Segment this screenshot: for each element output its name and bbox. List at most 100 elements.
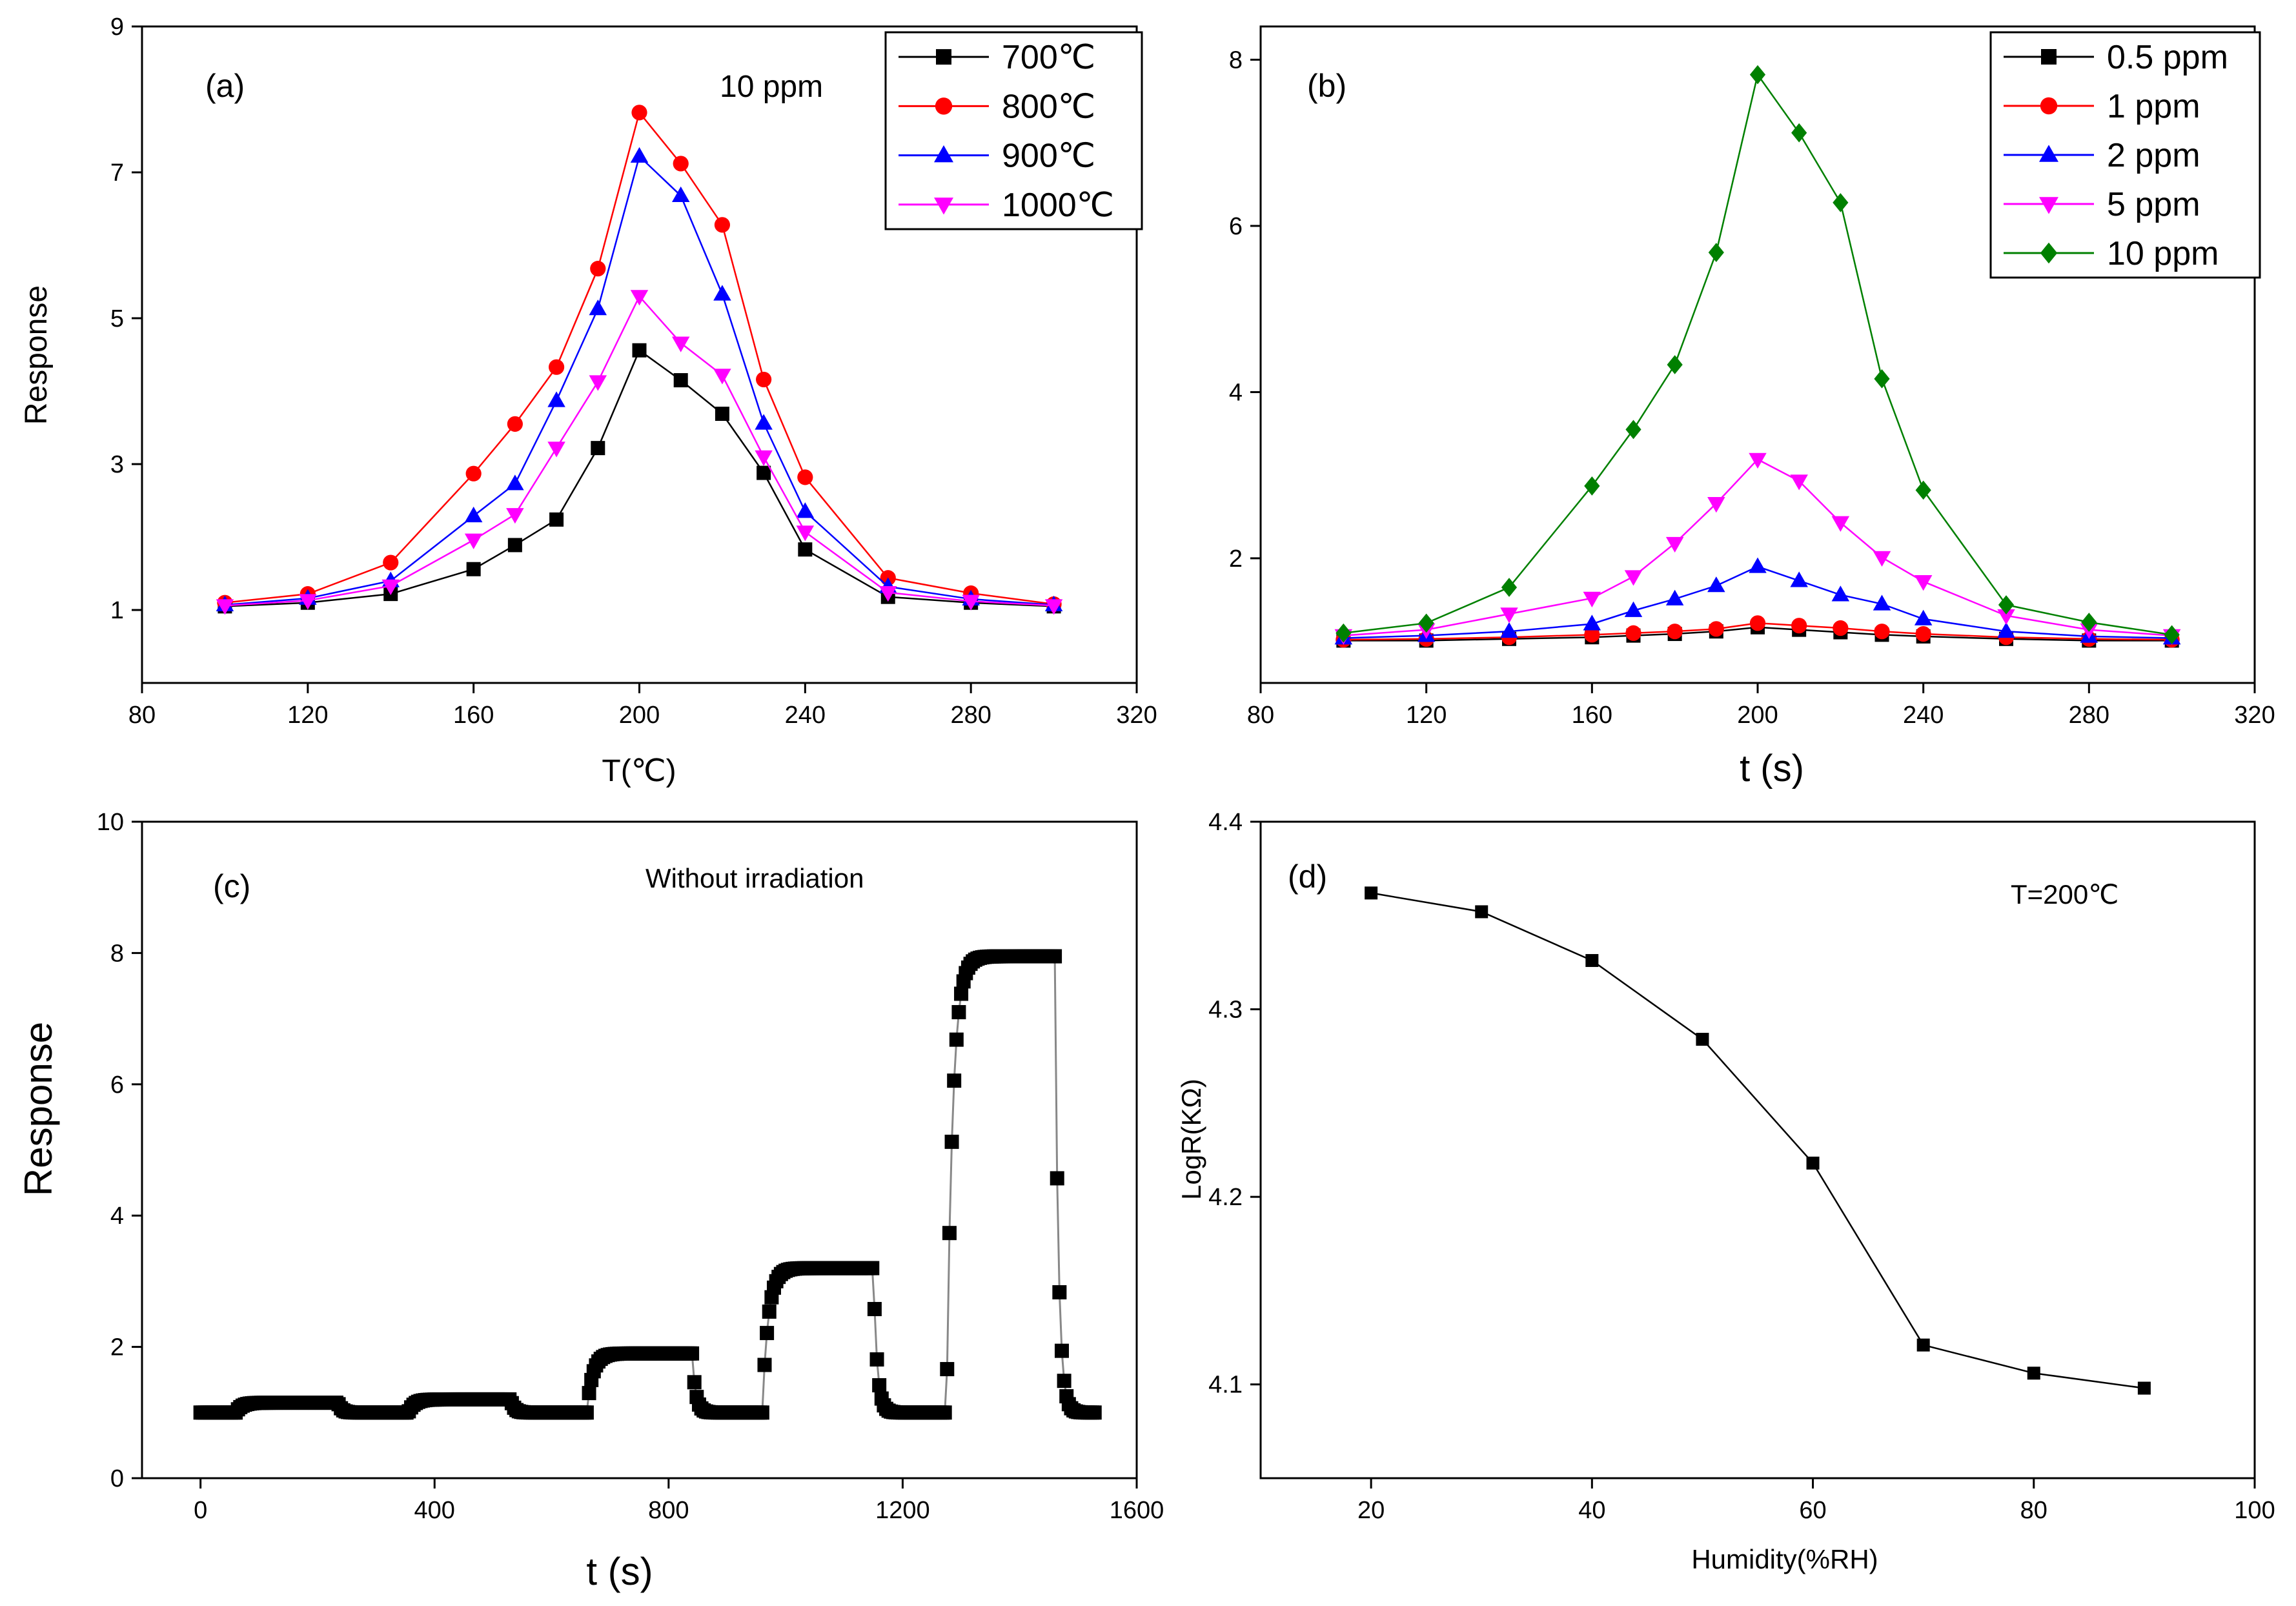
data-point bbox=[1791, 123, 1807, 143]
data-point bbox=[1874, 369, 1890, 389]
data-point bbox=[464, 533, 483, 549]
y-tick-label: 7 bbox=[110, 159, 124, 187]
data-point bbox=[1873, 595, 1891, 611]
data-point bbox=[714, 217, 731, 233]
panel-a-annotation: 10 ppm bbox=[720, 70, 823, 104]
legend-entry: 800℃ bbox=[1002, 88, 1095, 125]
data-point bbox=[466, 562, 481, 576]
legend-entry: 0.5 ppm bbox=[2107, 39, 2228, 76]
data-point bbox=[1998, 595, 2015, 615]
y-tick-label: 4.4 bbox=[1208, 809, 1243, 836]
data-point bbox=[579, 1405, 594, 1420]
panel-a-legend: 700℃ 800℃ 900℃ 1000℃ bbox=[884, 31, 1143, 230]
panel-a-series bbox=[216, 105, 1063, 615]
data-point bbox=[383, 554, 399, 571]
x-tick-label: 200 bbox=[1737, 702, 1778, 729]
legend-marker bbox=[2039, 145, 2058, 162]
data-point bbox=[1052, 1285, 1067, 1299]
panel-c-y-axis-label: Response bbox=[17, 1022, 60, 1196]
data-point bbox=[547, 391, 565, 407]
panel-a-chart: 80 120 160 200 240 280 320 1 3 5 7 9 (a) 10 ppm T(℃… bbox=[19, 14, 1157, 788]
panel-b-axes: 80 120 160 200 240 280 320 2 4 6 8 bbox=[1229, 46, 2275, 729]
data-point bbox=[1584, 627, 1600, 643]
data-point bbox=[1914, 609, 1933, 625]
legend-marker bbox=[935, 97, 953, 115]
panel-d-x-axis-label: Humidity(%RH) bbox=[1691, 1544, 1878, 1574]
x-tick-label: 800 bbox=[648, 1497, 689, 1524]
data-point bbox=[1790, 571, 1808, 587]
data-point bbox=[1624, 570, 1643, 586]
data-point bbox=[1749, 65, 1766, 85]
legend-entry: 900℃ bbox=[1002, 137, 1095, 175]
panel-b-chart: 80 120 160 200 240 280 320 2 4 6 8 (b) t (s) 0.5 p… bbox=[1229, 25, 2275, 789]
response-line bbox=[200, 955, 1095, 1414]
data-point bbox=[954, 986, 969, 1001]
y-tick-label: 3 bbox=[110, 451, 124, 478]
data-point bbox=[1806, 1156, 1820, 1170]
y-tick-label: 2 bbox=[110, 1334, 124, 1361]
data-point bbox=[630, 290, 649, 306]
x-tick-label: 0 bbox=[194, 1497, 207, 1524]
data-point bbox=[869, 1352, 884, 1367]
y-tick-label: 1 bbox=[110, 597, 124, 624]
data-point bbox=[464, 506, 483, 523]
data-point bbox=[755, 1405, 769, 1420]
legend-marker bbox=[936, 49, 951, 65]
data-point bbox=[1624, 601, 1643, 617]
y-tick-label: 6 bbox=[110, 1072, 124, 1099]
data-point bbox=[713, 285, 731, 301]
data-point bbox=[1583, 591, 1601, 607]
panel-c-plot-frame bbox=[141, 820, 1138, 1479]
data-point bbox=[762, 1304, 777, 1319]
y-tick-label: 8 bbox=[1229, 46, 1243, 74]
panel-c-series bbox=[193, 949, 1102, 1420]
data-point bbox=[1584, 476, 1600, 496]
data-point bbox=[687, 1375, 702, 1390]
panel-d-y-axis-label: LogR(KΩ) bbox=[1176, 1079, 1206, 1200]
data-point bbox=[867, 1301, 882, 1316]
legend-entry: 10 ppm bbox=[2107, 235, 2219, 272]
data-point bbox=[1475, 905, 1488, 919]
y-tick-label: 9 bbox=[110, 14, 124, 41]
data-point bbox=[757, 465, 771, 480]
data-point bbox=[1501, 578, 1518, 597]
series-line-3 bbox=[1343, 458, 2172, 636]
data-point bbox=[631, 105, 647, 121]
y-tick-label: 4 bbox=[1229, 379, 1243, 406]
panel-d-plot-frame bbox=[1259, 820, 2256, 1479]
x-tick-label: 320 bbox=[2234, 702, 2275, 729]
data-point bbox=[1665, 536, 1684, 553]
data-point bbox=[1625, 420, 1641, 440]
x-tick-label: 280 bbox=[2069, 702, 2109, 729]
panel-b-legend: 0.5 ppm 1 ppm 2 ppm 5 ppm 10 ppm bbox=[1989, 31, 2261, 279]
data-point bbox=[940, 1362, 955, 1377]
panel-a-x-axis-label: T(℃) bbox=[602, 754, 676, 788]
data-point bbox=[1914, 575, 1933, 591]
x-tick-label: 1200 bbox=[875, 1497, 930, 1524]
x-tick-label: 320 bbox=[1116, 702, 1157, 729]
data-point bbox=[1707, 497, 1725, 513]
x-tick-label: 80 bbox=[128, 702, 156, 729]
data-point bbox=[2027, 1367, 2040, 1380]
x-tick-label: 120 bbox=[287, 702, 328, 729]
data-point bbox=[632, 343, 647, 358]
data-point bbox=[1365, 886, 1378, 900]
legend-entry: 5 ppm bbox=[2107, 186, 2200, 223]
y-tick-label: 8 bbox=[110, 940, 124, 967]
data-point bbox=[1874, 624, 1890, 640]
data-point bbox=[2137, 1381, 2151, 1395]
y-tick-label: 4.2 bbox=[1208, 1184, 1243, 1211]
data-point bbox=[756, 371, 772, 388]
data-point bbox=[2164, 625, 2180, 645]
data-point bbox=[465, 465, 482, 482]
data-point bbox=[589, 300, 607, 316]
data-point bbox=[1585, 954, 1599, 968]
data-point bbox=[582, 1386, 596, 1401]
data-point bbox=[1708, 243, 1724, 263]
data-point bbox=[1050, 1171, 1064, 1186]
series-line-0 bbox=[225, 349, 1054, 607]
panel-a-axes: 80 120 160 200 240 280 320 1 3 5 7 9 bbox=[110, 14, 1157, 729]
data-point bbox=[1583, 615, 1601, 631]
x-tick-label: 120 bbox=[1406, 702, 1447, 729]
data-point bbox=[796, 502, 815, 518]
